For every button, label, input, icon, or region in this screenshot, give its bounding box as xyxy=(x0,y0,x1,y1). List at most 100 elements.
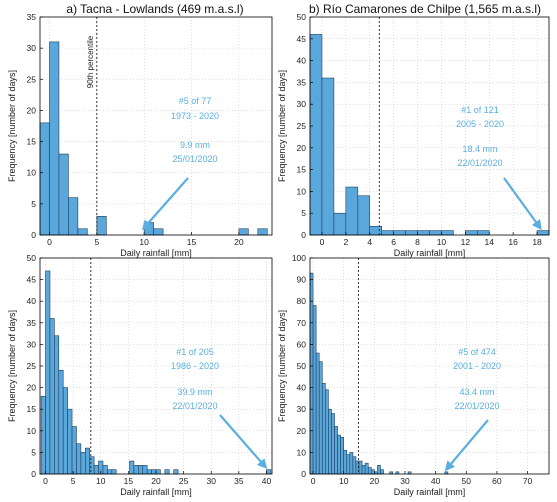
x-tick-label: 4 xyxy=(367,237,372,247)
x-tick-label: 0 xyxy=(43,476,48,486)
annotation-period: 1973 - 2020 xyxy=(171,111,219,121)
y-tick-label: 25 xyxy=(297,121,307,131)
histogram-bar xyxy=(133,465,139,475)
annotation-arrow xyxy=(503,177,542,231)
y-tick-label: 0 xyxy=(301,230,306,240)
x-tick-label: 40 xyxy=(431,476,441,486)
x-tick-label: 10 xyxy=(96,476,106,486)
x-tick-label: 0 xyxy=(47,237,52,247)
annotation-arrow xyxy=(141,177,189,231)
annotation-amount: 43.4 mm xyxy=(459,387,494,397)
annotation-date: 22/01/2020 xyxy=(454,401,499,411)
histogram-bar xyxy=(77,228,88,236)
histogram-bar xyxy=(71,426,77,475)
y-tick-label: 30 xyxy=(27,339,37,349)
histogram-bar xyxy=(68,197,79,236)
y-tick-label: 70 xyxy=(297,318,307,328)
y-tick-label: 15 xyxy=(297,165,307,175)
histogram-bar xyxy=(465,230,478,236)
histogram-bar xyxy=(49,41,60,236)
histogram-bar xyxy=(377,465,381,475)
annotation-arrow xyxy=(444,419,489,472)
x-tick-label: 70 xyxy=(523,476,533,486)
annotation-rank: #5 of 77 xyxy=(179,96,212,106)
x-tick-label: 0 xyxy=(320,237,325,247)
histogram-bar xyxy=(111,469,117,475)
histogram-bar xyxy=(102,465,108,475)
x-tick-label: 30 xyxy=(207,476,217,486)
histogram-bar xyxy=(380,469,384,475)
x-tick-label: 20 xyxy=(370,476,380,486)
histogram-bar xyxy=(346,454,351,475)
histogram-bar xyxy=(40,395,46,475)
annotation-period: 1986 - 2020 xyxy=(171,361,219,371)
histogram-bar xyxy=(138,465,144,475)
x-tick-label: 16 xyxy=(508,237,518,247)
histogram-bar xyxy=(321,77,335,236)
annotation-rank: #5 of 474 xyxy=(458,347,496,357)
x-tick-label: 50 xyxy=(462,476,472,486)
x-tick-label: 35 xyxy=(234,476,244,486)
y-tick-label: 20 xyxy=(297,426,307,436)
histogram-bar xyxy=(352,456,357,475)
percentile-label: 90th percentile xyxy=(86,35,95,88)
y-tick-label: 35 xyxy=(27,318,37,328)
histogram-bar xyxy=(142,465,148,475)
y-tick-label: 50 xyxy=(297,361,307,371)
panel-3: 0 5 10 15 20 25 30 35 40 0 5 10 15 20 25 30 35 40 45 50 Dail… xyxy=(7,253,273,497)
histogram-bar xyxy=(405,230,418,236)
x-tick-label: 18 xyxy=(532,237,542,247)
y-tick-label: 10 xyxy=(27,168,37,178)
histogram-bar xyxy=(325,389,329,475)
histogram-bar xyxy=(337,434,341,475)
plot-area xyxy=(310,258,549,474)
y-tick-label: 40 xyxy=(27,296,37,306)
histogram-bar xyxy=(358,460,363,475)
y-axis-label: Frequency [number of days] xyxy=(277,70,287,182)
y-axis-label: Frequency [number of days] xyxy=(277,310,287,422)
x-tick-label: 15 xyxy=(124,476,134,486)
y-tick-label: 35 xyxy=(27,12,37,22)
panel-1: 90th percentile 0 5 10 15 20 0 5 10 15 20 25 30 35 Dai… xyxy=(7,2,273,258)
histogram-bar xyxy=(49,318,55,475)
panel-title: b) Río Camarones de Chilpe (1,565 m.a.s.… xyxy=(309,2,541,16)
histogram-bar xyxy=(309,272,314,475)
y-tick-label: 25 xyxy=(27,74,37,84)
y-tick-label: 40 xyxy=(297,56,307,66)
y-tick-label: 30 xyxy=(297,99,307,109)
annotation-amount: 39.9 mm xyxy=(177,387,212,397)
histogram-bar xyxy=(369,225,382,236)
histogram-bar xyxy=(312,305,317,475)
annotation-amount: 9.9 mm xyxy=(180,140,210,150)
histogram-bar xyxy=(96,216,107,236)
y-tick-label: 50 xyxy=(27,253,37,263)
y-tick-label: 45 xyxy=(27,275,37,285)
x-tick-label: 2 xyxy=(343,237,348,247)
histogram-bar xyxy=(80,452,86,475)
x-tick-label: 10 xyxy=(139,237,149,247)
annotation-date: 22/01/2020 xyxy=(457,158,502,168)
histogram-bar xyxy=(429,230,442,236)
histogram-bar xyxy=(417,230,430,236)
x-tick-label: 60 xyxy=(492,476,502,486)
y-tick-label: 40 xyxy=(297,383,307,393)
x-tick-label: 14 xyxy=(485,237,495,247)
x-axis-label: Daily rainfall [mm] xyxy=(394,487,466,497)
histogram-bar xyxy=(76,443,82,475)
histogram-bar xyxy=(45,270,51,475)
histogram-bar xyxy=(345,186,359,236)
x-tick-label: 0 xyxy=(311,476,316,486)
x-tick-label: 10 xyxy=(437,237,447,247)
y-axis-label: Frequency [number of days] xyxy=(7,310,17,422)
y-tick-label: 30 xyxy=(27,43,37,53)
histogram-bar xyxy=(361,465,366,475)
histogram-bar xyxy=(381,230,394,236)
x-tick-label: 20 xyxy=(234,237,244,247)
y-tick-label: 0 xyxy=(31,230,36,240)
x-tick-label: 10 xyxy=(339,476,349,486)
histogram-bar xyxy=(441,230,454,236)
y-tick-label: 100 xyxy=(292,253,306,263)
histogram-bar xyxy=(328,408,332,475)
histogram-bar xyxy=(107,469,113,475)
annotation-rank: #1 of 205 xyxy=(176,347,214,357)
